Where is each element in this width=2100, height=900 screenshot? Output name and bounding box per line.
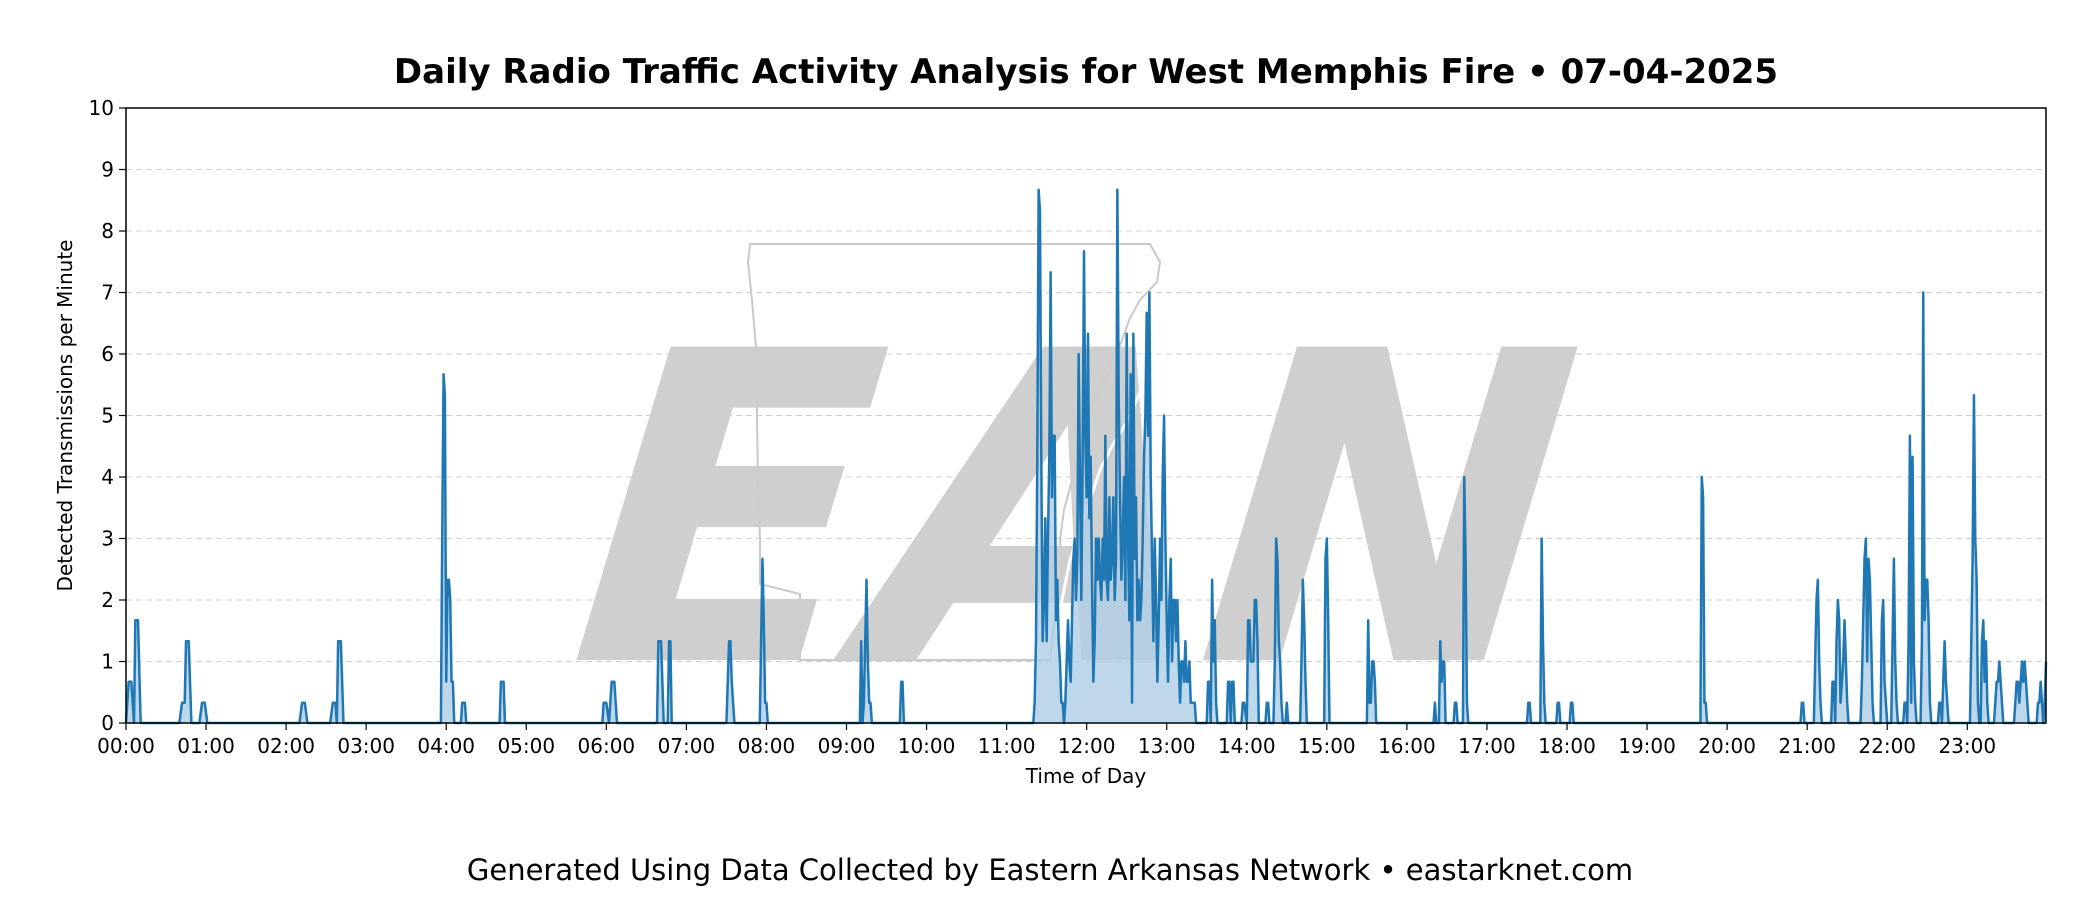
x-axis: 00:00 01:00 02:00 03:00 04:00 05:00 06:00 07:00… <box>97 723 1996 758</box>
series-line <box>124 188 2048 725</box>
y-tick-label: 5 <box>101 404 114 428</box>
y-tick-label: 2 <box>101 588 114 612</box>
x-tick-label: 11:00 <box>978 734 1036 758</box>
x-tick-label: 02:00 <box>257 734 315 758</box>
x-tick-label: 14:00 <box>1218 734 1276 758</box>
plot-frame <box>125 107 2047 724</box>
y-tick-label: 6 <box>101 342 114 366</box>
x-tick-label: 17:00 <box>1458 734 1516 758</box>
y-tick-label: 7 <box>101 281 114 305</box>
y-tick-label: 1 <box>101 650 114 674</box>
x-tick-label: 06:00 <box>578 734 636 758</box>
x-tick-label: 03:00 <box>337 734 395 758</box>
y-tick-label: 3 <box>101 527 114 551</box>
x-tick-label: 04:00 <box>417 734 475 758</box>
y-tick-label: 8 <box>101 219 114 243</box>
footer-credit: Generated Using Data Collected by Easter… <box>466 853 1634 887</box>
x-tick-label: 07:00 <box>658 734 716 758</box>
x-tick-label: 15:00 <box>1298 734 1356 758</box>
series-area <box>126 189 2046 724</box>
x-tick-label: 18:00 <box>1538 734 1596 758</box>
arkansas-outline <box>746 243 1162 661</box>
x-axis-label: Time of Day <box>1025 764 1147 788</box>
x-tick-label: 08:00 <box>738 734 796 758</box>
y-tick-label: 0 <box>101 711 114 735</box>
x-tick-label: 16:00 <box>1378 734 1436 758</box>
x-tick-label: 23:00 <box>1938 734 1996 758</box>
x-tick-label: 00:00 <box>97 734 155 758</box>
x-tick-label: 05:00 <box>497 734 555 758</box>
chart-title: Daily Radio Traffic Activity Analysis fo… <box>394 52 1778 92</box>
x-tick-label: 12:00 <box>1058 734 1116 758</box>
y-tick-label: 9 <box>101 158 114 182</box>
x-tick-label: 21:00 <box>1778 734 1836 758</box>
x-tick-label: 10:00 <box>898 734 956 758</box>
x-tick-label: 20:00 <box>1698 734 1756 758</box>
x-tick-label: 13:00 <box>1138 734 1196 758</box>
y-tick-label: 4 <box>101 465 114 489</box>
y-axis: 0 1 2 3 4 5 6 7 8 9 10 <box>89 96 126 735</box>
y-tick-label: 10 <box>89 96 114 120</box>
y-axis-label: Detected Transmissions per Minute <box>53 240 77 592</box>
x-tick-label: 01:00 <box>177 734 235 758</box>
x-tick-label: 19:00 <box>1618 734 1676 758</box>
x-tick-label: 22:00 <box>1858 734 1916 758</box>
x-tick-label: 09:00 <box>818 734 876 758</box>
plot-area <box>124 188 2048 725</box>
